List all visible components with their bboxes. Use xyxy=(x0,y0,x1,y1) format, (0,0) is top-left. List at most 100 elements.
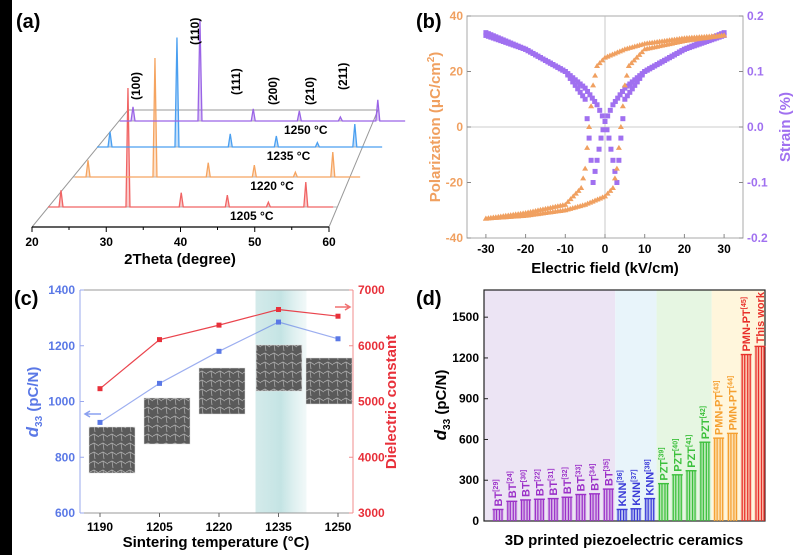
bar-label: PZT[40] xyxy=(672,439,684,472)
strain-point xyxy=(629,86,635,92)
polarization-point xyxy=(586,124,593,129)
xrd-trace-1250 xyxy=(120,19,406,122)
bar-label-name: BT xyxy=(534,481,546,496)
y-axis-title-b-right: Strain (%) xyxy=(777,92,794,162)
y-tick-label-c-left: 600 xyxy=(55,506,75,520)
d33-point xyxy=(216,348,222,354)
bar-label-name: BT xyxy=(603,471,615,486)
bar-label-name: BT xyxy=(590,476,602,491)
d33-point xyxy=(335,336,341,342)
bar-label: PZT[41] xyxy=(686,434,698,467)
strain-point xyxy=(632,82,638,88)
bar-label-ref: [45] xyxy=(741,297,748,309)
panel-label-d: (d) xyxy=(416,288,442,310)
bar-label-ref: [40] xyxy=(672,439,679,451)
bar-label-name: PMN-PT xyxy=(741,309,753,351)
strain-point xyxy=(606,135,612,141)
strain-point xyxy=(608,146,614,152)
polarization-point xyxy=(578,185,585,191)
polarization-point xyxy=(623,72,630,78)
y-axis-title-b-left: Polarization (μC/cm2) xyxy=(426,52,444,203)
strain-point xyxy=(627,89,633,95)
strain-point xyxy=(585,88,591,94)
bar-label: BT[22] xyxy=(534,469,546,496)
y-tick-label-c-right: 5000 xyxy=(358,395,385,409)
temperature-label: 1235 °C xyxy=(267,149,311,163)
bar-label-ref: [30] xyxy=(521,470,528,482)
bar xyxy=(685,470,697,521)
bar-label-name: PZT xyxy=(658,460,670,481)
strain-point xyxy=(604,127,610,133)
bar-label-name: PMN-PT xyxy=(727,388,739,430)
x-tick-label-b: -20 xyxy=(517,242,535,256)
bar-label-name: KNN xyxy=(645,472,657,496)
panel-label-c: (c) xyxy=(14,288,38,310)
strain-point xyxy=(589,95,595,101)
strain-point xyxy=(587,92,593,98)
strain-point xyxy=(588,157,594,163)
y-tick-label-b-left: 0 xyxy=(456,120,463,134)
sem-image xyxy=(305,357,353,405)
arrow-left-icon xyxy=(83,410,101,418)
x-axis-title-c: Sintering temperature (°C) xyxy=(123,534,310,551)
xrd-trace-1205 xyxy=(48,87,334,208)
strain-point xyxy=(592,168,598,174)
y-axis-title-c-left: d33 (pC/N) xyxy=(23,367,45,438)
panel-d-comparison: (d) 3D printed piezoelectric ceramics d3… xyxy=(416,288,767,549)
bar xyxy=(561,497,573,521)
strain-point xyxy=(575,86,581,92)
x-tick-label-a: 50 xyxy=(248,235,262,249)
bar-label-ref: [32] xyxy=(562,467,569,479)
bar-label: BT[24] xyxy=(507,471,519,498)
bar xyxy=(630,508,642,521)
plot-frame-d xyxy=(483,289,766,522)
strain-point xyxy=(634,79,640,85)
bar-label: BT[29] xyxy=(493,479,505,506)
bar xyxy=(533,499,545,521)
polarization-point xyxy=(611,175,618,181)
polarization-point xyxy=(590,82,597,88)
bar-label: PZT[39] xyxy=(658,447,670,480)
polarization-point xyxy=(633,54,640,60)
bar xyxy=(699,442,711,521)
bar-label: KNN[36] xyxy=(617,470,629,506)
polarization-point xyxy=(631,57,638,63)
bar xyxy=(575,494,587,521)
y-tick-label-b-left: -20 xyxy=(446,176,464,190)
bar-label: BT[31] xyxy=(548,468,560,495)
strain-point xyxy=(592,98,598,104)
strain-point xyxy=(639,72,645,78)
bar-label-ref: [31] xyxy=(548,468,555,480)
polarization-point xyxy=(592,72,599,78)
bar-label-name: BT xyxy=(521,482,533,497)
sem-image xyxy=(255,344,303,392)
strain-point xyxy=(572,82,578,88)
polarization-point xyxy=(617,124,624,129)
polarization-point xyxy=(602,54,608,60)
x-tick-label-c: 1235 xyxy=(265,520,292,534)
strain-point xyxy=(618,135,624,141)
strain-point xyxy=(622,85,628,91)
bar-label-ref: [38] xyxy=(645,459,652,471)
bar xyxy=(492,509,504,521)
x-tick-label-b: 30 xyxy=(717,242,731,256)
dielectric-point xyxy=(157,337,162,343)
arrow-right-icon xyxy=(335,303,352,311)
bar-label-name: This work xyxy=(755,291,767,343)
strain-point xyxy=(577,89,583,95)
y-axis-title-c-right: Dielectric constant xyxy=(383,335,400,469)
bar-label: PMN-PT[45] xyxy=(741,297,753,352)
strain-point xyxy=(582,96,588,102)
strain-point xyxy=(598,135,604,141)
peak-label: (100) xyxy=(129,72,143,100)
group-background-bt xyxy=(484,290,616,521)
y-tick-label-b-right: 0.2 xyxy=(747,9,764,23)
polarization-point xyxy=(599,57,606,63)
panel-a-xrd: (a) 2Theta (degree) 20 30 40 50 60 1205 °C 122… xyxy=(16,11,406,268)
y-tick-label-c-left: 1000 xyxy=(48,395,75,409)
bar-label-name: KNN xyxy=(617,483,629,507)
y-tick-label-c-left: 1200 xyxy=(48,339,75,353)
bar xyxy=(547,498,559,521)
polarization-point xyxy=(639,49,646,55)
y-tick-label-d: 1200 xyxy=(452,351,479,365)
